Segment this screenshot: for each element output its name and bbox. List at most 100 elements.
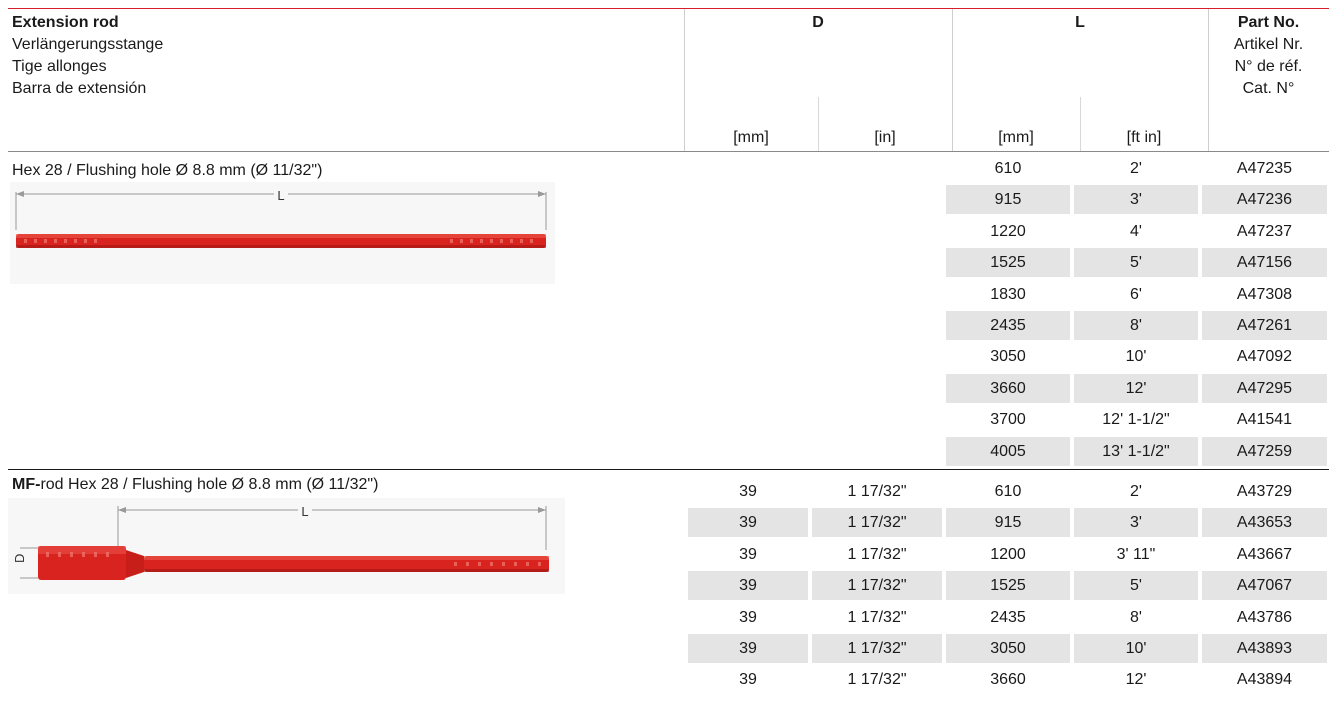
cell-l-mm: 610 <box>994 160 1022 177</box>
unit-d-mm: [mm] <box>733 129 769 146</box>
row-shade <box>1202 436 1327 466</box>
section-title: MF-rod Hex 28 / Flushing hole Ø 8.8 mm (… <box>12 474 378 496</box>
cell-part: A43786 <box>1236 608 1293 626</box>
cell-part: A43894 <box>1236 671 1293 689</box>
table-row: 3700 12' 1-1/2" A41541 <box>686 403 1329 436</box>
row-shade <box>1074 185 1198 215</box>
cell-part: A47156 <box>1236 254 1293 272</box>
table-row: 610 2' A47235 <box>686 152 1329 185</box>
cell-l-mm: 3660 <box>990 671 1026 689</box>
cell-d-in <box>810 152 944 185</box>
table-row: 39 1 17/32" 915 3' A43653 <box>686 506 1329 539</box>
cell-d-mm <box>686 215 810 248</box>
section-divider <box>8 469 1329 470</box>
title-fr: Tige allonges <box>12 58 107 75</box>
row-shade <box>946 248 1070 278</box>
cell-d-mm: 39 <box>739 640 757 657</box>
cell-d-mm: 39 <box>739 608 757 626</box>
cell-part: A47295 <box>1236 379 1293 397</box>
cell-d-in <box>810 435 944 468</box>
row-shade <box>1074 634 1198 663</box>
section-title-bold: MF- <box>12 476 41 493</box>
cell-d-in: 1 17/32" <box>847 608 907 626</box>
table-row: 1525 5' A47156 <box>686 246 1329 279</box>
row-shade <box>946 508 1070 538</box>
cell-l-ft: 13' 1-1/2" <box>1102 442 1170 460</box>
table-header: Extension rod Verlängerungsstange Tige a… <box>8 9 1329 152</box>
product-title: Extension rod Verlängerungsstange Tige a… <box>12 12 163 100</box>
title-de: Verlängerungsstange <box>12 36 164 53</box>
cell-d-mm <box>686 403 810 436</box>
cell-l-ft: 8' <box>1130 608 1142 626</box>
row-shade <box>946 185 1070 215</box>
cell-l-mm: 1525 <box>990 254 1026 272</box>
extension-rod-image: L <box>10 182 555 284</box>
title-es: Barra de extensión <box>12 80 147 97</box>
table-row: 39 1 17/32" 2435 8' A43786 <box>686 601 1329 634</box>
col-header-part: Part No. Artikel Nr. N° de réf. Cat. N° <box>1208 12 1329 100</box>
table-row: 915 3' A47236 <box>686 183 1329 216</box>
cell-d-mm: 39 <box>739 483 757 500</box>
cell-part: A47236 <box>1236 191 1293 209</box>
row-shade <box>1074 311 1198 340</box>
cell-part: A47092 <box>1236 348 1293 366</box>
cell-l-ft: 3' 11" <box>1116 545 1156 563</box>
cell-l-ft: 8' <box>1130 317 1142 334</box>
cell-d-in <box>810 183 944 216</box>
cell-d-mm <box>686 246 810 279</box>
cell-l-ft: 4' <box>1130 222 1142 240</box>
row-shade <box>1074 571 1198 601</box>
cell-d-in: 1 17/32" <box>847 577 907 595</box>
row-shade <box>1202 248 1327 278</box>
cell-part: A47067 <box>1236 577 1293 595</box>
cell-l-mm: 3700 <box>990 411 1026 429</box>
table-row: 39 1 17/32" 610 2' A43729 <box>686 475 1329 508</box>
table-row: 39 1 17/32" 3050 10' A43893 <box>686 632 1329 665</box>
cell-l-mm: 2435 <box>990 317 1026 334</box>
cell-d-in <box>810 246 944 279</box>
cell-d-mm <box>686 435 810 468</box>
table-row: 4005 13' 1-1/2" A47259 <box>686 435 1329 468</box>
row-shade <box>1074 373 1198 403</box>
divider <box>952 9 953 151</box>
cell-part: A43729 <box>1236 483 1293 500</box>
cell-d-mm <box>686 309 810 342</box>
row-shade <box>688 508 808 538</box>
mf-rod-image: L D <box>8 498 565 594</box>
cell-part: A47259 <box>1236 442 1293 460</box>
part-fr: N° de réf. <box>1234 58 1303 75</box>
unit-l-mm: [mm] <box>998 129 1034 146</box>
cell-l-ft: 3' <box>1130 514 1142 532</box>
divider <box>684 9 685 151</box>
cell-d-mm: 39 <box>739 514 757 532</box>
row-shade <box>1202 373 1327 403</box>
cell-d-mm <box>686 278 810 311</box>
part-de: Artikel Nr. <box>1233 36 1304 53</box>
row-shade <box>1074 436 1198 466</box>
cell-l-mm: 915 <box>994 191 1022 209</box>
section-title-text: Hex 28 / Flushing hole Ø 8.8 mm (Ø 11/32… <box>12 162 323 179</box>
cell-l-mm: 3050 <box>990 640 1026 657</box>
row-shade <box>946 634 1070 663</box>
row-shade <box>812 634 942 663</box>
cell-l-ft: 5' <box>1130 254 1142 272</box>
cell-part: A43667 <box>1236 545 1293 563</box>
row-shade <box>946 311 1070 340</box>
image-diameter-label: D <box>12 554 27 563</box>
unit-l-ft: [ft in] <box>1126 129 1162 146</box>
cell-l-mm: 2435 <box>990 608 1026 626</box>
cell-d-in <box>810 215 944 248</box>
cell-d-in: 1 17/32" <box>847 483 907 500</box>
cell-l-ft: 6' <box>1130 285 1142 303</box>
cell-l-ft: 12' 1-1/2" <box>1102 411 1170 429</box>
cell-d-in: 1 17/32" <box>847 640 907 657</box>
cell-d-mm: 39 <box>739 545 757 563</box>
cell-l-mm: 3050 <box>990 348 1026 366</box>
row-shade <box>1202 508 1327 538</box>
cell-d-in <box>810 340 944 373</box>
cell-l-mm: 1830 <box>990 285 1026 303</box>
cell-l-mm: 3660 <box>990 379 1026 397</box>
row-shade <box>812 508 942 538</box>
table-row: 39 1 17/32" 3660 12' A43894 <box>686 663 1329 696</box>
cell-l-ft: 12' <box>1125 379 1147 397</box>
